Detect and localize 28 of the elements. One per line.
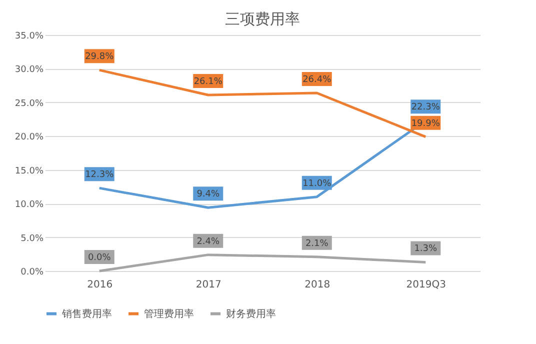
legend-label: 销售费用率 — [61, 308, 112, 320]
y-tick-label: 0.0% — [20, 268, 44, 278]
chart-title: 三项费用率 — [225, 10, 300, 28]
legend-label: 财务费用率 — [226, 308, 276, 320]
data-label: 2.4% — [196, 236, 220, 247]
y-tick-label: 30.0% — [14, 65, 44, 76]
x-tick-label: 2019Q3 — [406, 280, 446, 290]
data-label: 1.3% — [414, 244, 438, 254]
data-label: 26.1% — [194, 77, 223, 88]
data-label: 29.8% — [85, 52, 114, 62]
data-label: 9.4% — [196, 190, 220, 200]
data-label: 0.0% — [88, 253, 112, 263]
x-tick-label: 2017 — [196, 280, 222, 290]
y-tick-label: 10.0% — [14, 200, 44, 210]
y-tick-label: 15.0% — [14, 166, 44, 176]
data-label: 11.0% — [302, 178, 332, 189]
x-tick-label: 2018 — [304, 280, 330, 290]
data-label: 12.3% — [85, 170, 114, 180]
x-tick-label: 2016 — [87, 280, 113, 290]
y-tick-label: 20.0% — [14, 132, 44, 143]
y-tick-label: 5.0% — [20, 234, 44, 244]
y-tick-label: 25.0% — [14, 98, 44, 109]
data-label: 26.4% — [302, 74, 332, 85]
legend-label: 管理费用率 — [144, 308, 194, 320]
data-label: 2.1% — [305, 238, 329, 249]
y-tick-label: 35.0% — [14, 32, 44, 42]
data-label: 19.9% — [411, 118, 440, 129]
data-label: 22.3% — [411, 102, 440, 113]
